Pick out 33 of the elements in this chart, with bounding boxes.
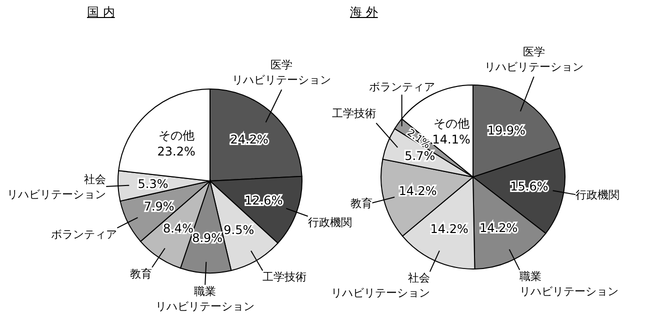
data-label: 24.2% bbox=[230, 132, 268, 147]
data-label: 14.2% bbox=[480, 220, 518, 235]
chart-title: 国 内 bbox=[87, 4, 115, 21]
slice-label: 行政機関 bbox=[576, 188, 620, 202]
slice-label: 教育 bbox=[350, 196, 372, 210]
chart-title: 海 外 bbox=[350, 4, 378, 21]
slice-label: ボランティア bbox=[51, 228, 118, 241]
slice-label: その他 bbox=[433, 116, 470, 130]
slice-label: 医学リハビリテーション bbox=[484, 46, 584, 74]
data-label: 14.1% bbox=[432, 132, 470, 146]
slice-label: 工学技術 bbox=[332, 107, 376, 120]
slice-label: その他 bbox=[158, 128, 194, 142]
slice-label: 社会リハビリテーション bbox=[330, 272, 430, 300]
data-label: 15.6% bbox=[510, 180, 548, 194]
data-label: 8.4% bbox=[162, 221, 194, 236]
slice-label: 医学リハビリテーション bbox=[232, 58, 332, 87]
data-label: 9.5% bbox=[224, 223, 254, 238]
slice-label: 社会リハビリテーション bbox=[7, 173, 106, 202]
data-label: 12.6% bbox=[244, 193, 283, 208]
data-label: 7.9% bbox=[144, 200, 174, 214]
data-label: 23.2% bbox=[157, 144, 196, 158]
data-label: 14.2% bbox=[398, 184, 437, 198]
slice-label: 教育 bbox=[130, 267, 152, 280]
slice-label: 行政機関 bbox=[308, 216, 352, 230]
data-label: 8.9% bbox=[192, 230, 223, 245]
slice-label: 職業リハビリテーション bbox=[520, 270, 619, 298]
data-label: 19.9% bbox=[487, 124, 526, 138]
data-label: 5.7% bbox=[404, 149, 436, 164]
data-label: 14.2% bbox=[430, 222, 468, 236]
data-label: 5.3% bbox=[138, 177, 168, 192]
slice-label: 工学技術 bbox=[262, 270, 307, 284]
slice-label: ボランティア bbox=[368, 80, 435, 94]
slice-label: 職業リハビリテーション bbox=[156, 284, 255, 313]
